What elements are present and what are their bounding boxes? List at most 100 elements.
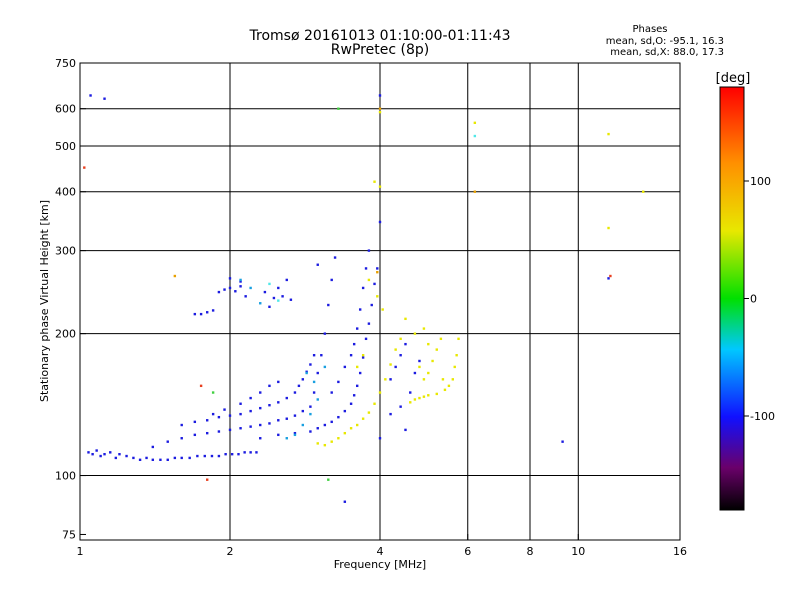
data-point xyxy=(473,134,477,138)
data-point xyxy=(145,456,148,460)
data-point xyxy=(239,278,242,282)
data-point xyxy=(373,402,376,405)
data-point xyxy=(203,454,206,458)
x-tick-label: 16 xyxy=(673,545,687,558)
data-point xyxy=(330,420,333,424)
data-point xyxy=(293,431,297,435)
data-point xyxy=(378,391,382,394)
data-point xyxy=(244,295,247,298)
data-point xyxy=(237,452,240,456)
data-point xyxy=(180,437,183,440)
data-point xyxy=(228,286,232,290)
data-point xyxy=(427,371,430,375)
data-point xyxy=(349,402,353,405)
data-point xyxy=(361,354,365,357)
data-point xyxy=(451,378,455,381)
data-point xyxy=(211,412,215,416)
data-point xyxy=(312,391,316,394)
data-point xyxy=(239,402,242,405)
colorbar xyxy=(720,87,744,510)
data-point xyxy=(473,190,477,193)
data-point xyxy=(249,396,252,400)
data-point xyxy=(418,365,421,369)
data-point xyxy=(217,415,221,419)
data-point xyxy=(343,365,347,369)
data-point xyxy=(285,278,288,282)
data-point xyxy=(230,452,234,456)
data-point xyxy=(316,263,319,266)
data-point xyxy=(293,414,297,417)
data-point xyxy=(337,415,340,419)
data-point xyxy=(355,327,359,330)
data-point xyxy=(384,378,387,381)
data-point xyxy=(277,401,280,404)
data-point xyxy=(293,433,297,437)
data-point xyxy=(327,303,330,307)
data-point xyxy=(337,437,340,440)
data-point xyxy=(239,427,242,430)
colorbar-tick-label: -100 xyxy=(750,410,775,423)
data-point xyxy=(103,97,106,100)
data-point xyxy=(259,302,262,305)
x-tick-label: 6 xyxy=(464,545,471,558)
data-point xyxy=(330,278,333,282)
data-point xyxy=(441,378,445,381)
data-point xyxy=(87,451,90,454)
data-point xyxy=(224,452,227,456)
data-point xyxy=(199,312,203,316)
data-point xyxy=(118,452,121,456)
data-point xyxy=(609,274,612,278)
colorbar-ticks: -100 0 100 xyxy=(744,175,775,423)
data-point xyxy=(316,371,319,375)
data-point xyxy=(151,445,155,449)
data-point xyxy=(394,348,397,351)
data-point xyxy=(89,94,92,97)
data-point xyxy=(389,378,392,381)
data-point xyxy=(228,428,232,432)
data-point xyxy=(378,107,382,110)
colorbar-label: [deg] xyxy=(716,71,751,86)
data-point xyxy=(309,363,312,366)
data-point xyxy=(361,286,365,290)
data-point xyxy=(349,427,353,430)
data-point xyxy=(103,452,106,456)
data-point xyxy=(389,412,392,416)
data-point xyxy=(243,451,246,454)
data-point xyxy=(301,409,305,413)
y-tick-label: 750 xyxy=(55,57,76,70)
data-point xyxy=(211,391,215,394)
x-tick-label: 4 xyxy=(377,545,384,558)
data-point xyxy=(435,392,438,396)
axis-ticks: 1 2 4 6 8 10 16 75 100 200 300 400 500 600 750 xyxy=(55,57,687,558)
data-point xyxy=(249,451,252,454)
data-point xyxy=(180,456,183,460)
data-point xyxy=(151,458,155,462)
data-point xyxy=(234,290,237,293)
data-point xyxy=(394,365,397,369)
data-point xyxy=(272,296,276,300)
data-point xyxy=(320,354,323,357)
data-point xyxy=(435,348,438,351)
data-point xyxy=(355,365,359,369)
data-point xyxy=(259,391,262,394)
data-points xyxy=(83,94,645,503)
data-point xyxy=(367,411,371,414)
y-tick-label: 100 xyxy=(55,470,76,483)
data-point xyxy=(309,412,312,416)
data-point xyxy=(361,417,365,420)
y-tick-label: 300 xyxy=(55,245,76,258)
data-point xyxy=(378,110,382,114)
data-point xyxy=(422,395,426,398)
data-point xyxy=(607,132,610,136)
data-point xyxy=(378,437,382,440)
data-point xyxy=(455,354,458,357)
data-point xyxy=(413,332,417,335)
data-point xyxy=(211,309,215,312)
data-point xyxy=(217,430,221,433)
data-point xyxy=(196,454,199,458)
data-point xyxy=(263,290,267,294)
data-point xyxy=(205,478,209,481)
data-point xyxy=(289,298,293,301)
data-point xyxy=(447,384,451,388)
